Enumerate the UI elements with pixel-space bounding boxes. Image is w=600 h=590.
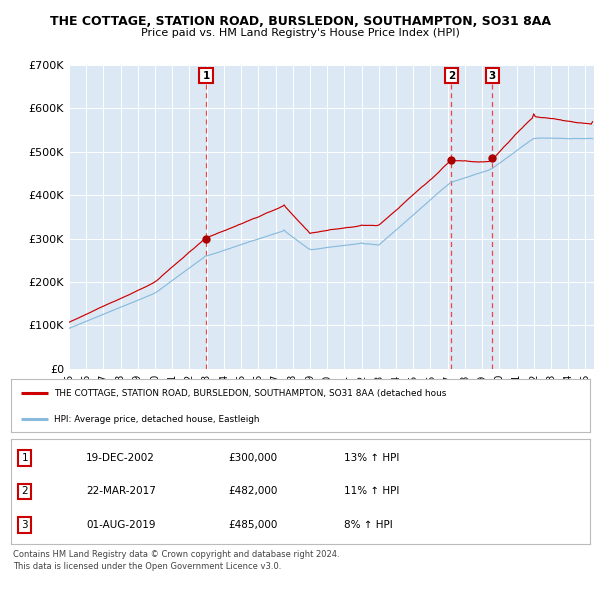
Text: 13% ↑ HPI: 13% ↑ HPI (344, 453, 399, 463)
Text: 19-DEC-2002: 19-DEC-2002 (86, 453, 155, 463)
Text: 2: 2 (448, 71, 455, 80)
Text: HPI: Average price, detached house, Eastleigh: HPI: Average price, detached house, East… (54, 415, 260, 424)
Text: £300,000: £300,000 (228, 453, 277, 463)
Text: 11% ↑ HPI: 11% ↑ HPI (344, 487, 399, 496)
Text: 2: 2 (22, 487, 28, 496)
Text: This data is licensed under the Open Government Licence v3.0.: This data is licensed under the Open Gov… (13, 562, 281, 571)
Text: 1: 1 (202, 71, 209, 80)
Text: Contains HM Land Registry data © Crown copyright and database right 2024.: Contains HM Land Registry data © Crown c… (13, 550, 340, 559)
Text: THE COTTAGE, STATION ROAD, BURSLEDON, SOUTHAMPTON, SO31 8AA: THE COTTAGE, STATION ROAD, BURSLEDON, SO… (49, 15, 551, 28)
Text: £482,000: £482,000 (228, 487, 277, 496)
Text: THE COTTAGE, STATION ROAD, BURSLEDON, SOUTHAMPTON, SO31 8AA (detached hous: THE COTTAGE, STATION ROAD, BURSLEDON, SO… (54, 389, 446, 398)
Text: 3: 3 (22, 520, 28, 530)
Text: 01-AUG-2019: 01-AUG-2019 (86, 520, 155, 530)
Text: 22-MAR-2017: 22-MAR-2017 (86, 487, 156, 496)
Text: Price paid vs. HM Land Registry's House Price Index (HPI): Price paid vs. HM Land Registry's House … (140, 28, 460, 38)
Text: 1: 1 (22, 453, 28, 463)
Text: 8% ↑ HPI: 8% ↑ HPI (344, 520, 392, 530)
Text: £485,000: £485,000 (228, 520, 277, 530)
Text: 3: 3 (488, 71, 496, 80)
